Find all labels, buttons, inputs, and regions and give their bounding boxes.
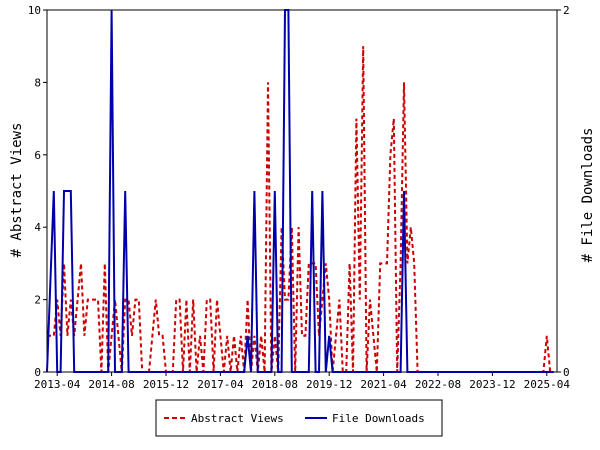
x-tick-label: 2019-12 <box>306 378 352 391</box>
x-tick-label: 2025-04 <box>524 378 571 391</box>
x-tick-label: 2022-08 <box>415 378 461 391</box>
legend-label-abstract-views: Abstract Views <box>191 412 284 425</box>
right-axis-title: # File Downloads <box>580 128 596 263</box>
x-tick-label: 2021-04 <box>360 378 407 391</box>
series-layer <box>46 9 554 373</box>
file-downloads-series-line <box>46 9 554 373</box>
legend-label-file-downloads: File Downloads <box>332 412 425 425</box>
left-tick-label: 4 <box>34 221 41 234</box>
right-tick-label: 2 <box>563 4 570 17</box>
x-tick-label: 2013-04 <box>34 378 81 391</box>
x-axis: 2013-04 2014-08 2015-12 2017-04 2018-08 2019-… <box>34 372 570 391</box>
x-tick-label: 2018-08 <box>252 378 298 391</box>
left-axis-title: # Abstract Views <box>9 123 25 258</box>
x-tick-label: 2014-08 <box>88 378 134 391</box>
right-y-axis: 02 <box>557 4 570 379</box>
left-tick-label: 0 <box>34 366 41 379</box>
x-tick-label: 2015-12 <box>143 378 189 391</box>
x-tick-label: 2023-12 <box>469 378 515 391</box>
left-y-axis: 0 2 4 6 8 10 <box>28 4 47 379</box>
right-tick-label: 0 <box>563 366 570 379</box>
left-tick-label: 8 <box>34 76 41 89</box>
left-tick-label: 6 <box>34 149 41 162</box>
legend-box <box>155 399 443 437</box>
left-tick-label: 10 <box>28 4 41 17</box>
legend: Abstract Views File Downloads <box>155 399 443 437</box>
abstract-views-series-line <box>47 46 554 373</box>
x-tick-label: 2017-04 <box>197 378 244 391</box>
left-tick-label: 2 <box>34 294 41 307</box>
